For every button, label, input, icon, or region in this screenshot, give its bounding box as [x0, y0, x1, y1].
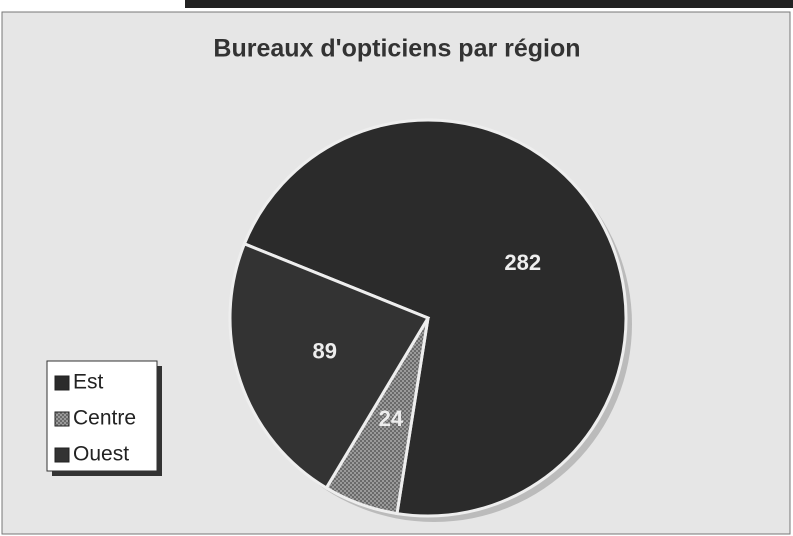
- top-bar: [185, 0, 793, 8]
- data-label: 282: [504, 250, 541, 275]
- data-label: 89: [313, 338, 337, 363]
- legend-label: Centre: [73, 407, 136, 430]
- legend: Est Centre Ouest: [46, 360, 162, 476]
- pie: 282 24 89: [228, 118, 632, 522]
- pie-slice: [242, 118, 628, 518]
- legend-label: Ouest: [73, 443, 129, 466]
- legend-swatch: [54, 375, 70, 391]
- legend-swatch: [54, 411, 70, 427]
- chart-title: Bureaux d'opticiens par région: [213, 35, 580, 63]
- pie-slice: [228, 241, 431, 490]
- legend-label: Est: [73, 371, 104, 394]
- data-label: 24: [379, 406, 404, 431]
- legend-swatch: [54, 447, 70, 463]
